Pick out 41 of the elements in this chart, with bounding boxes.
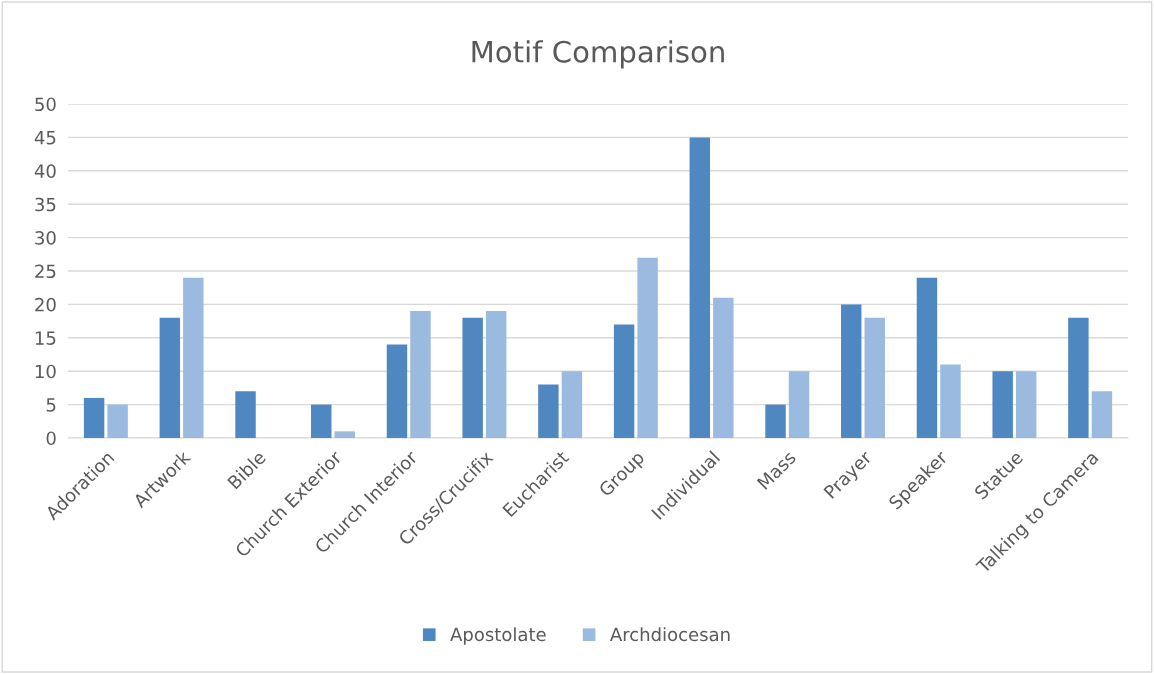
bar [311, 404, 332, 438]
bar [485, 311, 507, 438]
bar [637, 257, 658, 438]
chart-title: Motif Comparison [472, 40, 724, 69]
bar [788, 371, 810, 438]
bar [183, 277, 204, 438]
bar [561, 371, 583, 438]
bar [613, 324, 635, 438]
y-tick-label: 15 [35, 331, 56, 345]
bar [410, 311, 431, 438]
bar [107, 404, 128, 438]
bar [334, 431, 355, 438]
bar [765, 404, 786, 438]
bar [159, 317, 181, 438]
y-tick-label: 25 [35, 264, 56, 279]
bar [83, 397, 105, 438]
bar [538, 384, 559, 438]
bar [1091, 391, 1113, 438]
bar [841, 304, 862, 438]
y-tick-label: 5 [46, 398, 56, 412]
y-tick-label: 10 [35, 364, 56, 379]
y-tick-label: 50 [35, 97, 56, 112]
legend-label: Archdiocesan [610, 627, 730, 642]
y-tick-label: 45 [34, 131, 56, 145]
bar [1015, 371, 1037, 438]
bar [1068, 317, 1089, 438]
bar [864, 317, 885, 438]
y-tick-label: 30 [35, 231, 56, 245]
y-tick-label: 20 [35, 297, 56, 312]
bar [940, 364, 961, 438]
legend-label: Apostolate [450, 627, 546, 645]
bar [462, 317, 483, 438]
bar [713, 297, 734, 438]
y-tick-label: 40 [34, 164, 56, 178]
bar [992, 371, 1013, 438]
bar [689, 137, 711, 438]
bar [916, 277, 938, 438]
bar [235, 391, 256, 438]
bar [386, 344, 408, 438]
y-tick-label: 35 [35, 197, 56, 212]
y-tick-label: 0 [46, 431, 56, 446]
